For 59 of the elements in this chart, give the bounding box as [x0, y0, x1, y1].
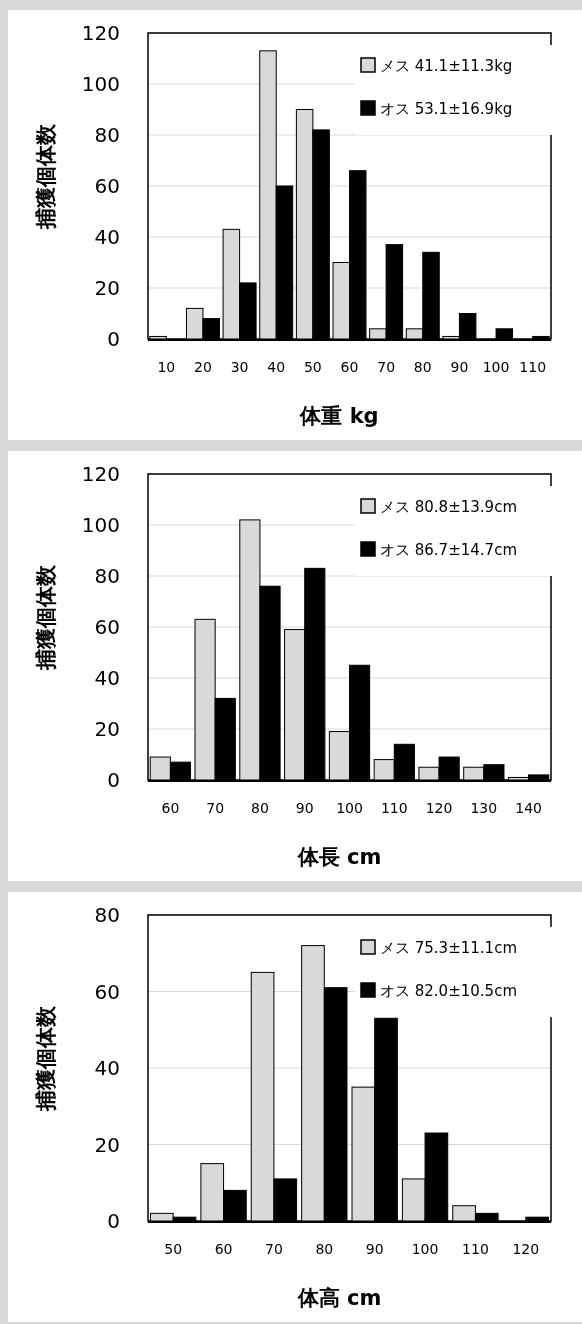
x-tick-label: 90 [450, 359, 469, 375]
x-tick-label: 140 [515, 800, 542, 816]
legend-label: メス 80.8±13.9cm [380, 498, 517, 516]
y-tick-label: 0 [107, 1209, 120, 1233]
legend-label: オス 86.7±14.7cm [380, 541, 517, 559]
y-tick-label: 120 [81, 21, 120, 45]
y-tick-label: 40 [94, 225, 120, 249]
y-tick-label: 100 [81, 513, 120, 537]
x-tick-label: 110 [462, 1241, 489, 1257]
x-tick-label: 30 [230, 359, 249, 375]
y-tick-label: 20 [94, 276, 120, 300]
legend-label: オス 53.1±16.9kg [380, 100, 513, 118]
y-tick-label: 20 [94, 1132, 120, 1157]
x-tick-label: 70 [265, 1241, 283, 1257]
y-axis-title: 捕獲個体数 [34, 563, 58, 671]
y-axis-title: 捕獲個体数 [34, 122, 58, 230]
x-tick-label: 60 [214, 1241, 233, 1257]
y-tick-label: 0 [107, 768, 120, 792]
x-tick-label: 100 [482, 359, 510, 375]
legend-label: メス 75.3±11.1cm [380, 939, 517, 957]
y-tick-label: 80 [94, 564, 120, 588]
x-axis-title: 体重 kg [299, 404, 379, 428]
y-tick-label: 80 [94, 903, 120, 927]
y-tick-label: 0 [107, 327, 120, 351]
y-tick-label: 100 [81, 72, 120, 96]
x-tick-label: 20 [194, 359, 212, 375]
legend-label: オス 82.0±10.5cm [380, 982, 517, 1000]
y-tick-label: 60 [94, 174, 120, 198]
x-tick-label: 110 [380, 800, 408, 816]
legend-label: メス 41.1±11.3kg [380, 57, 513, 75]
x-tick-label: 10 [157, 359, 176, 375]
x-tick-label: 70 [206, 800, 225, 816]
x-tick-label: 70 [377, 359, 396, 375]
x-tick-label: 90 [365, 1241, 384, 1257]
x-tick-label: 40 [267, 359, 286, 375]
y-tick-label: 40 [94, 1056, 120, 1080]
x-tick-label: 80 [315, 1241, 334, 1257]
x-tick-label: 80 [413, 359, 432, 375]
y-tick-label: 120 [81, 462, 120, 486]
x-tick-label: 120 [512, 1241, 540, 1257]
x-tick-label: 80 [251, 800, 269, 816]
x-axis-title: 体高 cm [296, 1286, 382, 1310]
y-tick-label: 80 [94, 123, 120, 147]
x-tick-label: 110 [519, 359, 547, 375]
y-tick-label: 60 [94, 615, 120, 639]
x-tick-label: 60 [340, 359, 359, 375]
x-tick-label: 60 [161, 800, 180, 816]
x-tick-label: 120 [425, 800, 453, 816]
x-tick-label: 100 [411, 1241, 439, 1257]
x-tick-label: 50 [303, 359, 322, 375]
x-tick-label: 90 [295, 800, 314, 816]
y-tick-label: 40 [94, 666, 120, 690]
x-tick-label: 50 [164, 1241, 183, 1257]
y-tick-label: 20 [94, 717, 120, 741]
x-tick-label: 130 [470, 800, 498, 816]
x-tick-label: 100 [336, 800, 363, 816]
x-axis-title: 体長 cm [296, 845, 382, 869]
y-axis-title: 捕獲個体数 [34, 1004, 58, 1112]
y-tick-label: 60 [94, 979, 120, 1004]
